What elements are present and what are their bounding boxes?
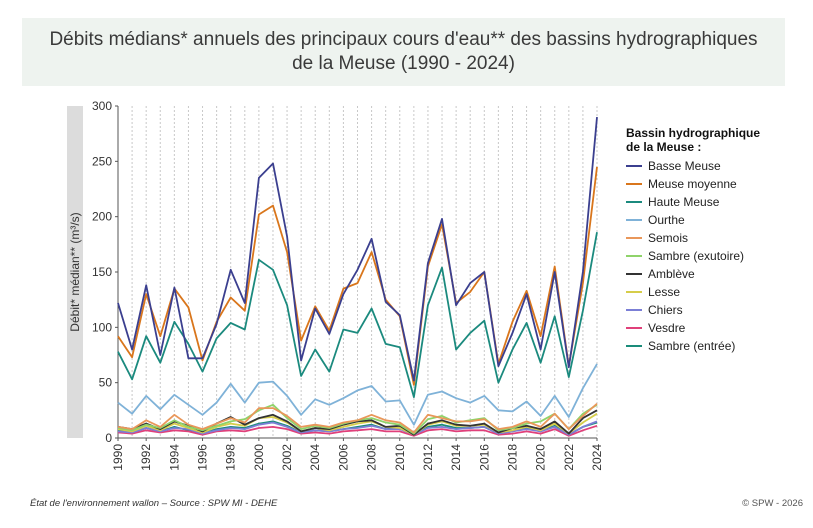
y-tick-label-0: 0: [105, 431, 112, 445]
copyright-note: © SPW - 2026: [742, 498, 803, 509]
x-tick-label-2004: 2004: [308, 444, 322, 471]
legend-swatch-meuse-moyenne: [626, 183, 642, 185]
legend-label-sambre-entr-e: Sambre (entrée): [648, 339, 736, 353]
y-tick-label-250: 250: [92, 154, 112, 168]
source-note: État de l'environnement wallon – Source …: [30, 498, 278, 509]
legend-item-haute-meuse: Haute Meuse: [626, 193, 806, 211]
legend-items: Basse Meuse Meuse moyenne Haute Meuse Ourth…: [626, 157, 806, 355]
x-tick-label-2002: 2002: [280, 444, 294, 471]
legend-item-semois: Semois: [626, 229, 806, 247]
y-tick-label-300: 300: [92, 99, 112, 113]
legend-title-line-1: Bassin hydrographique: [626, 126, 761, 140]
legend-label-lesse: Lesse: [648, 285, 681, 299]
x-tick-label-2012: 2012: [421, 444, 435, 471]
y-axis-band: [67, 106, 83, 438]
x-tick-label-2014: 2014: [449, 444, 463, 471]
legend-label-basse-meuse: Basse Meuse: [648, 159, 721, 173]
x-tick-label-2000: 2000: [252, 444, 266, 471]
x-tick-label-1996: 1996: [196, 444, 210, 471]
x-tick-label-2016: 2016: [477, 444, 491, 471]
legend-title-line-2: de la Meuse :: [626, 140, 702, 154]
legend-label-semois: Semois: [648, 231, 689, 245]
legend-swatch-vesdre: [626, 327, 642, 329]
chart-title-line-2: de la Meuse (1990 - 2024): [292, 53, 515, 74]
legend-swatch-ourthe: [626, 219, 642, 221]
chart-title-box: Débits médians* annuels des principaux c…: [22, 18, 785, 86]
x-tick-label-2008: 2008: [365, 444, 379, 471]
chart-title-line-1: Débits médians* annuels des principaux c…: [49, 29, 758, 50]
legend-item-lesse: Lesse: [626, 283, 806, 301]
y-tick-label-50: 50: [99, 376, 113, 390]
legend-swatch-sambre-entr-e: [626, 345, 642, 347]
legend-swatch-semois: [626, 237, 642, 239]
legend-item-sambre-exutoire: Sambre (exutoire): [626, 247, 806, 265]
series-line-ourthe: [117, 363, 598, 426]
x-tick-label-2018: 2018: [505, 444, 519, 471]
legend-swatch-sambre-exutoire: [626, 255, 642, 257]
legend-item-ambl-ve: Amblève: [626, 265, 806, 283]
series-line-lesse: [117, 412, 598, 436]
legend-label-sambre-exutoire: Sambre (exutoire): [648, 249, 745, 263]
legend-label-chiers: Chiers: [648, 303, 683, 317]
series-line-vesdre: [117, 424, 598, 437]
chart-title: Débits médians* annuels des principaux c…: [22, 28, 785, 76]
y-tick-label-100: 100: [92, 320, 112, 334]
legend-title: Bassin hydrographique de la Meuse :: [626, 126, 806, 154]
y-tick-label-150: 150: [92, 265, 112, 279]
legend-label-meuse-moyenne: Meuse moyenne: [648, 177, 737, 191]
legend-item-sambre-entr-e: Sambre (entrée): [626, 337, 806, 355]
x-tick-label-1994: 1994: [167, 444, 181, 471]
series-line-meuse-moyenne: [117, 166, 598, 386]
x-tick-label-1992: 1992: [139, 444, 153, 471]
x-tick-label-2006: 2006: [336, 444, 350, 471]
legend-item-ourthe: Ourthe: [626, 211, 806, 229]
series-line-semois: [117, 403, 598, 434]
series-line-chiers: [117, 420, 598, 436]
legend-item-vesdre: Vesdre: [626, 319, 806, 337]
legend-swatch-basse-meuse: [626, 165, 642, 167]
series-line-basse-meuse: [117, 117, 598, 382]
x-tick-label-2010: 2010: [393, 444, 407, 471]
x-tick-label-1990: 1990: [111, 444, 125, 471]
legend-label-ourthe: Ourthe: [648, 213, 685, 227]
x-tick-label-1998: 1998: [224, 444, 238, 471]
legend-swatch-ambl-ve: [626, 273, 642, 275]
series-line-haute-meuse: [117, 232, 598, 399]
legend-swatch-chiers: [626, 309, 642, 311]
legend-label-vesdre: Vesdre: [648, 321, 686, 335]
x-tick-label-2022: 2022: [562, 444, 576, 471]
x-tick-label-2020: 2020: [534, 444, 548, 471]
legend-item-meuse-moyenne: Meuse moyenne: [626, 175, 806, 193]
legend-item-basse-meuse: Basse Meuse: [626, 157, 806, 175]
y-tick-label-200: 200: [92, 210, 112, 224]
x-tick-label-2024: 2024: [590, 444, 604, 471]
legend-swatch-haute-meuse: [626, 201, 642, 203]
legend-label-haute-meuse: Haute Meuse: [648, 195, 720, 209]
legend-item-chiers: Chiers: [626, 301, 806, 319]
legend-label-ambl-ve: Amblève: [648, 267, 695, 281]
legend: Bassin hydrographique de la Meuse : Bass…: [626, 126, 806, 355]
legend-swatch-lesse: [626, 291, 642, 293]
